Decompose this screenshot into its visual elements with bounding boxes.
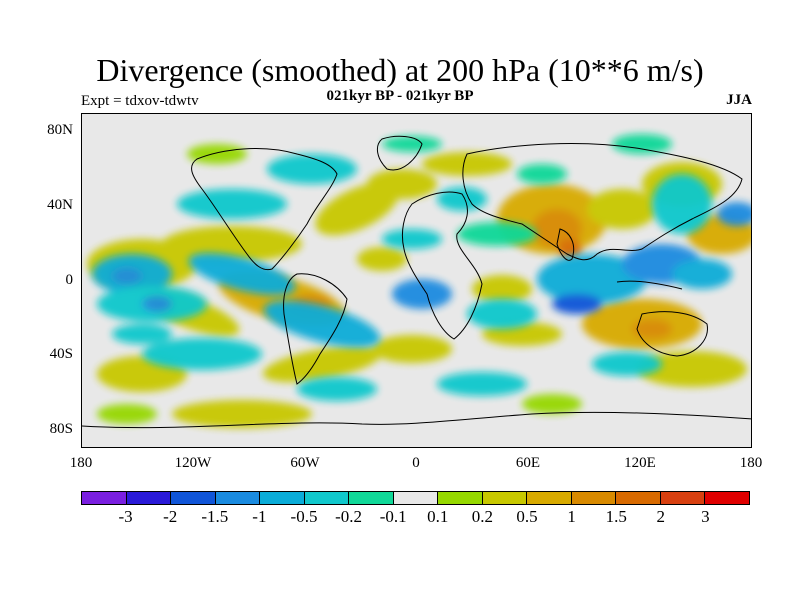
colorbar-label: 2	[656, 507, 666, 526]
colorbar-swatch	[393, 492, 439, 504]
colorbar-swatch	[215, 492, 261, 504]
colorbar-label: 1.5	[605, 507, 627, 526]
lon-label-0: 0	[412, 455, 420, 471]
colorbar-label: -1.5	[201, 507, 229, 526]
colorbar-swatch	[126, 492, 172, 504]
colorbar-swatch	[482, 492, 528, 504]
colorbar-label: 0.5	[516, 507, 538, 526]
colorbar-swatch	[260, 492, 305, 504]
colorbar-swatch	[571, 492, 617, 504]
colorbar-swatch	[438, 492, 483, 504]
colorbar-label: 3	[701, 507, 710, 526]
lon-label-180e: 180	[739, 455, 763, 471]
colorbar-label: -3	[118, 507, 133, 526]
colorbar-swatch	[705, 492, 749, 504]
colorbar-label: -0.1	[379, 507, 407, 526]
lat-label-40s: 40S	[49, 346, 73, 362]
divergence-map	[81, 113, 752, 448]
colorbar-label: -0.5	[290, 507, 318, 526]
negative-divergence-field	[92, 134, 751, 401]
colorbar	[81, 491, 750, 505]
lon-label-180w: 180	[69, 455, 93, 471]
colorbar-label: -1	[252, 507, 267, 526]
lat-label-80s: 80S	[49, 421, 73, 437]
map-subtitle: 021kyr BP - 021kyr BP	[326, 88, 474, 104]
lon-label-120e: 120E	[624, 455, 656, 471]
experiment-label: Expt = tdxov-tdwtv	[81, 93, 199, 109]
colorbar-label: 0.2	[471, 507, 494, 526]
lon-label-60w: 60W	[290, 455, 320, 471]
coastlines	[82, 135, 751, 429]
colorbar-swatch	[171, 492, 216, 504]
colorbar-label: 1	[567, 507, 576, 526]
colorbar-swatch	[616, 492, 661, 504]
lat-label-0: 0	[65, 272, 74, 288]
season-label: JJA	[726, 92, 752, 108]
map-title: Divergence (smoothed) at 200 hPa (10**6 …	[96, 52, 704, 88]
lat-label-80n: 80N	[47, 122, 73, 138]
lon-label-120w: 120W	[174, 455, 212, 471]
colorbar-label: 0.1	[427, 507, 449, 526]
colorbar-swatch	[82, 492, 127, 504]
colorbar-swatch	[660, 492, 706, 504]
lat-label-40n: 40N	[47, 197, 73, 213]
colorbar-swatch	[304, 492, 350, 504]
colorbar-swatch	[349, 492, 394, 504]
colorbar-label: -2	[163, 507, 178, 526]
lon-label-60e: 60E	[515, 455, 541, 471]
colorbar-swatch	[527, 492, 572, 504]
colorbar-label: -0.2	[335, 507, 363, 526]
